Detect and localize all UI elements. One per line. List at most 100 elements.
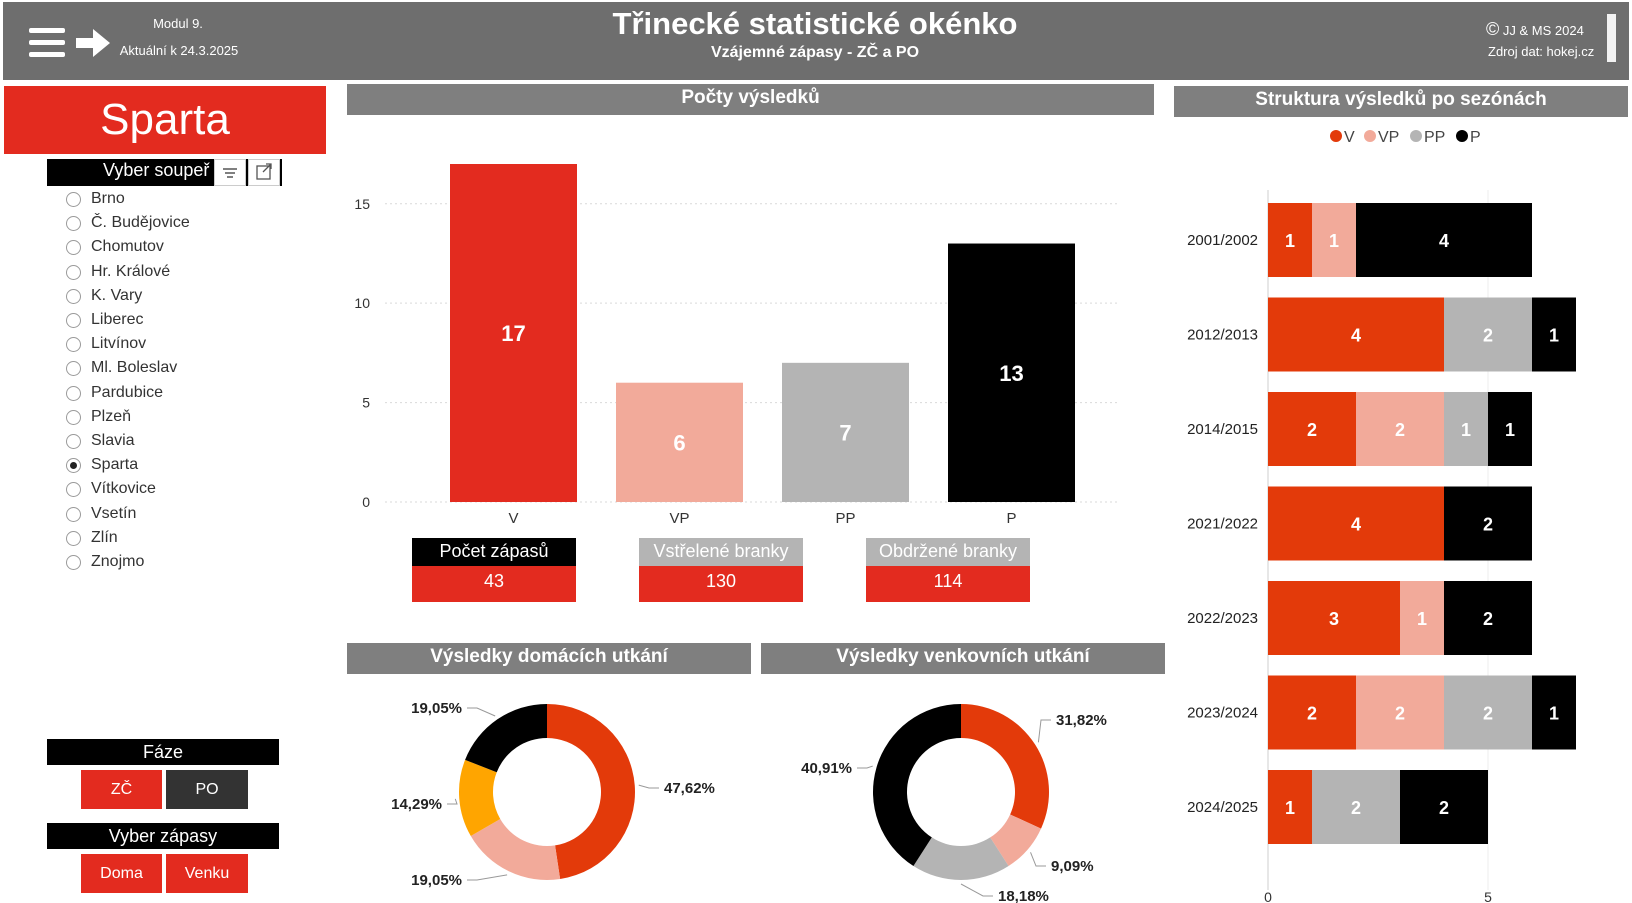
opponent-radio[interactable]: [66, 409, 81, 425]
segment-value-label: 1: [1285, 231, 1295, 251]
segment-value-label: 2: [1307, 704, 1317, 724]
opponent-option-label[interactable]: Vsetín: [91, 504, 137, 522]
opponent-radio[interactable]: [66, 240, 81, 256]
x-tick-label: 5: [1484, 889, 1492, 903]
opponent-radio[interactable]: [66, 506, 81, 522]
focus-mode-icon[interactable]: [248, 159, 280, 186]
phase-po-button[interactable]: PO: [166, 770, 248, 809]
opponent-radio[interactable]: [66, 530, 81, 546]
counts-header: Počty výsledků: [347, 84, 1154, 115]
opponent-radio[interactable]: [66, 555, 81, 570]
stack-segment: [1444, 675, 1532, 750]
segment-value-label: 2: [1395, 704, 1405, 724]
stack-segment: [1312, 770, 1400, 844]
opponent-option-label[interactable]: Brno: [91, 190, 125, 207]
opponent-radio[interactable]: [66, 458, 81, 474]
opponent-radio[interactable]: [66, 264, 81, 280]
opponent-option-label[interactable]: Hr. Králové: [91, 262, 171, 280]
opponent-radio[interactable]: [66, 482, 81, 498]
y-tick-label: 5: [362, 395, 370, 411]
opponent-radio[interactable]: [66, 361, 81, 377]
opponent-option-label[interactable]: Chomutov: [91, 238, 164, 256]
slice-label: 31,82%: [1056, 712, 1107, 729]
copyright: © JJ & MS 2024: [1486, 19, 1598, 40]
games-home-button[interactable]: Doma: [81, 854, 162, 893]
games-away-button[interactable]: Venku: [166, 854, 248, 893]
x-tick-label: 0: [1264, 889, 1272, 903]
y-tick-label: 10: [354, 295, 370, 311]
y-tick-label: 2022/2023: [1187, 610, 1258, 627]
opponent-option-label[interactable]: Zlín: [91, 528, 118, 546]
kpi-label: Vstřelené branky: [639, 538, 803, 566]
header-bar: [3, 2, 1629, 80]
opponent-option-label[interactable]: Č. Budějovice: [91, 214, 190, 232]
opponent-option-label[interactable]: Slavia: [91, 432, 135, 449]
segment-value-label: 3: [1329, 609, 1339, 629]
opponent-radio[interactable]: [66, 313, 81, 328]
opponent-option-label[interactable]: Znojmo: [91, 553, 145, 570]
opponent-radio[interactable]: [66, 192, 81, 207]
opponent-radio[interactable]: [66, 216, 81, 232]
updated-label: Aktuální k 24.3.2025: [119, 43, 239, 58]
y-tick-label: 2012/2013: [1187, 327, 1258, 344]
kpi-value: 114: [866, 566, 1030, 602]
page-subtitle: Vzájemné zápasy - ZČ a PO: [710, 44, 920, 61]
x-tick-label: VP: [669, 510, 689, 527]
opponent-option-label[interactable]: Sparta: [91, 456, 139, 474]
filter-icon[interactable]: [214, 159, 246, 186]
stack-segment: [1268, 297, 1444, 372]
y-tick-label: 2024/2025: [1187, 799, 1258, 816]
slice-label: 14,29%: [391, 796, 442, 813]
leader-line: [960, 883, 993, 897]
menu-icon[interactable]: [29, 28, 65, 58]
legend-marker: [1330, 130, 1342, 142]
slice-label: 40,91%: [801, 760, 852, 777]
y-tick-label: 2021/2022: [1187, 516, 1258, 533]
legend-label: P: [1470, 129, 1481, 146]
segment-value-label: 2: [1483, 704, 1493, 724]
legend-marker: [1364, 130, 1376, 142]
stack-segment: [1356, 392, 1444, 466]
phase-zc-button[interactable]: ZČ: [81, 770, 162, 809]
leader-line: [857, 765, 873, 769]
segment-value-label: 4: [1351, 326, 1361, 346]
opponent-option-label[interactable]: Litvínov: [91, 335, 147, 353]
segment-value-label: 2: [1439, 798, 1449, 818]
opponent-slicer-title: Vyber soupeř: [103, 160, 210, 180]
stack-segment: [1312, 203, 1356, 277]
opponent-option-label[interactable]: Ml. Boleslav: [91, 359, 178, 377]
opponent-slicer-header: Vyber soupeř: [47, 159, 282, 186]
stack-segment: [1268, 392, 1356, 466]
opponent-radio[interactable]: [66, 434, 81, 449]
header-scrollbar: [1607, 14, 1616, 62]
stack-segment: [1356, 675, 1444, 750]
opponent-radio[interactable]: [66, 288, 81, 304]
legend-marker: [1410, 130, 1422, 142]
segment-value-label: 2: [1307, 420, 1317, 440]
opponent-option-label[interactable]: Plzeň: [91, 407, 132, 425]
stack-segment: [1532, 297, 1576, 372]
stack-segment: [1444, 297, 1532, 372]
opponent-option-label[interactable]: Liberec: [91, 311, 144, 328]
segment-value-label: 4: [1439, 231, 1449, 251]
donut-slice: [459, 759, 501, 837]
counts-bar-chart: 0 5 10 15 17 V 6 VP 7 PP 13 P: [354, 164, 1120, 527]
copyright-icon: ©: [1486, 19, 1500, 39]
bar-value-label: 7: [839, 420, 851, 445]
arrow-right-icon[interactable]: [76, 27, 111, 59]
home-header: Výsledky domácích utkání: [347, 643, 751, 674]
home-donut-chart: 47,62% 19,05% 14,29% 19,05%: [391, 700, 715, 889]
leader-line: [1030, 852, 1046, 867]
opponent-radio[interactable]: [66, 385, 81, 401]
stack-segment: [1444, 581, 1532, 655]
page-title: Třinecké statistické okénko: [612, 6, 1018, 41]
leader-line: [1037, 719, 1051, 743]
opponent-radio[interactable]: [66, 337, 81, 353]
opponent-option-label[interactable]: Pardubice: [91, 383, 164, 401]
opponent-option-label[interactable]: Vítkovice: [91, 480, 156, 498]
opponent-option-label[interactable]: K. Vary: [91, 286, 143, 304]
bar-value-label: 6: [673, 430, 685, 455]
x-tick-label: V: [508, 510, 518, 527]
bar-value-label: 13: [999, 361, 1023, 386]
